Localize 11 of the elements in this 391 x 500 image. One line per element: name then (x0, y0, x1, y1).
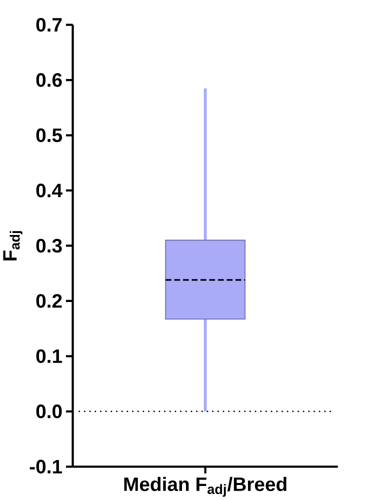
y-tick-label: -0.1 (30, 460, 62, 474)
y-tick-label: 0.4 (36, 184, 63, 198)
y-tick-label: 0.7 (36, 18, 62, 32)
y-tick-label: 0.2 (36, 294, 62, 308)
y-tick-label: 0.3 (36, 238, 62, 253)
y-tick-label: 0.1 (36, 349, 62, 364)
x-tick-label: Median F$_{adj}$/Breed (124, 476, 286, 497)
y-tick-label: 0.0 (36, 404, 62, 418)
y-tick-label: 0.5 (36, 128, 62, 142)
y-tick-label: 0.6 (36, 73, 62, 87)
y-axis-title: F$_{adj}$ (3, 231, 23, 260)
